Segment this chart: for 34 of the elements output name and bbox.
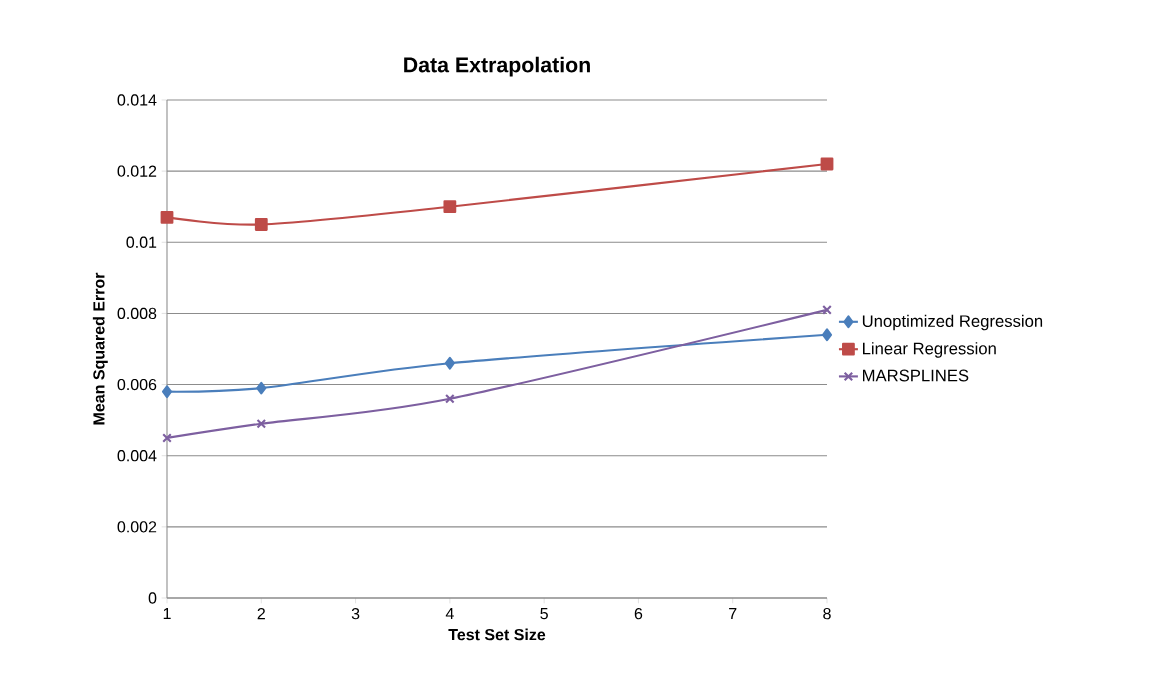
point — [821, 328, 833, 342]
point — [160, 210, 174, 224]
x-tick-label: 1 — [163, 608, 171, 620]
x-tick-label: 8 — [823, 608, 831, 620]
y-tick-label: 0.008 — [117, 307, 157, 320]
point — [822, 305, 832, 315]
x-tick-label: 6 — [634, 608, 643, 620]
y-tick-label: 0.006 — [117, 378, 157, 391]
x-tick-label: 5 — [540, 608, 548, 620]
point — [254, 218, 268, 231]
x-tick-label: 2 — [257, 608, 265, 620]
x-tick-label: 3 — [351, 608, 360, 620]
legend-label: Linear Regression — [863, 342, 996, 358]
y-axis-title: Mean Squared Error — [92, 272, 108, 425]
point — [162, 433, 172, 443]
chart-title: Data Extrapolation — [404, 56, 590, 77]
point — [443, 200, 457, 214]
y-tick-label: 0.004 — [117, 450, 157, 462]
y-tick-label: 0.002 — [117, 521, 157, 533]
point — [445, 393, 455, 404]
y-tick-label: 0.012 — [117, 165, 157, 177]
legend-label: MARSPLINES — [863, 369, 969, 382]
point — [256, 418, 267, 429]
point — [256, 381, 267, 395]
point — [820, 157, 834, 171]
legend-label: Unoptimized Regression — [862, 314, 1043, 331]
point — [444, 356, 455, 370]
x-tick-label: 4 — [445, 608, 454, 620]
y-tick-label: 0 — [148, 592, 157, 604]
y-tick-label: 0.014 — [117, 94, 157, 106]
x-tick-label: 7 — [729, 608, 737, 620]
x-axis-title: Test Set Size — [448, 628, 546, 641]
point — [161, 385, 173, 399]
y-tick-label: 0.01 — [126, 236, 157, 248]
